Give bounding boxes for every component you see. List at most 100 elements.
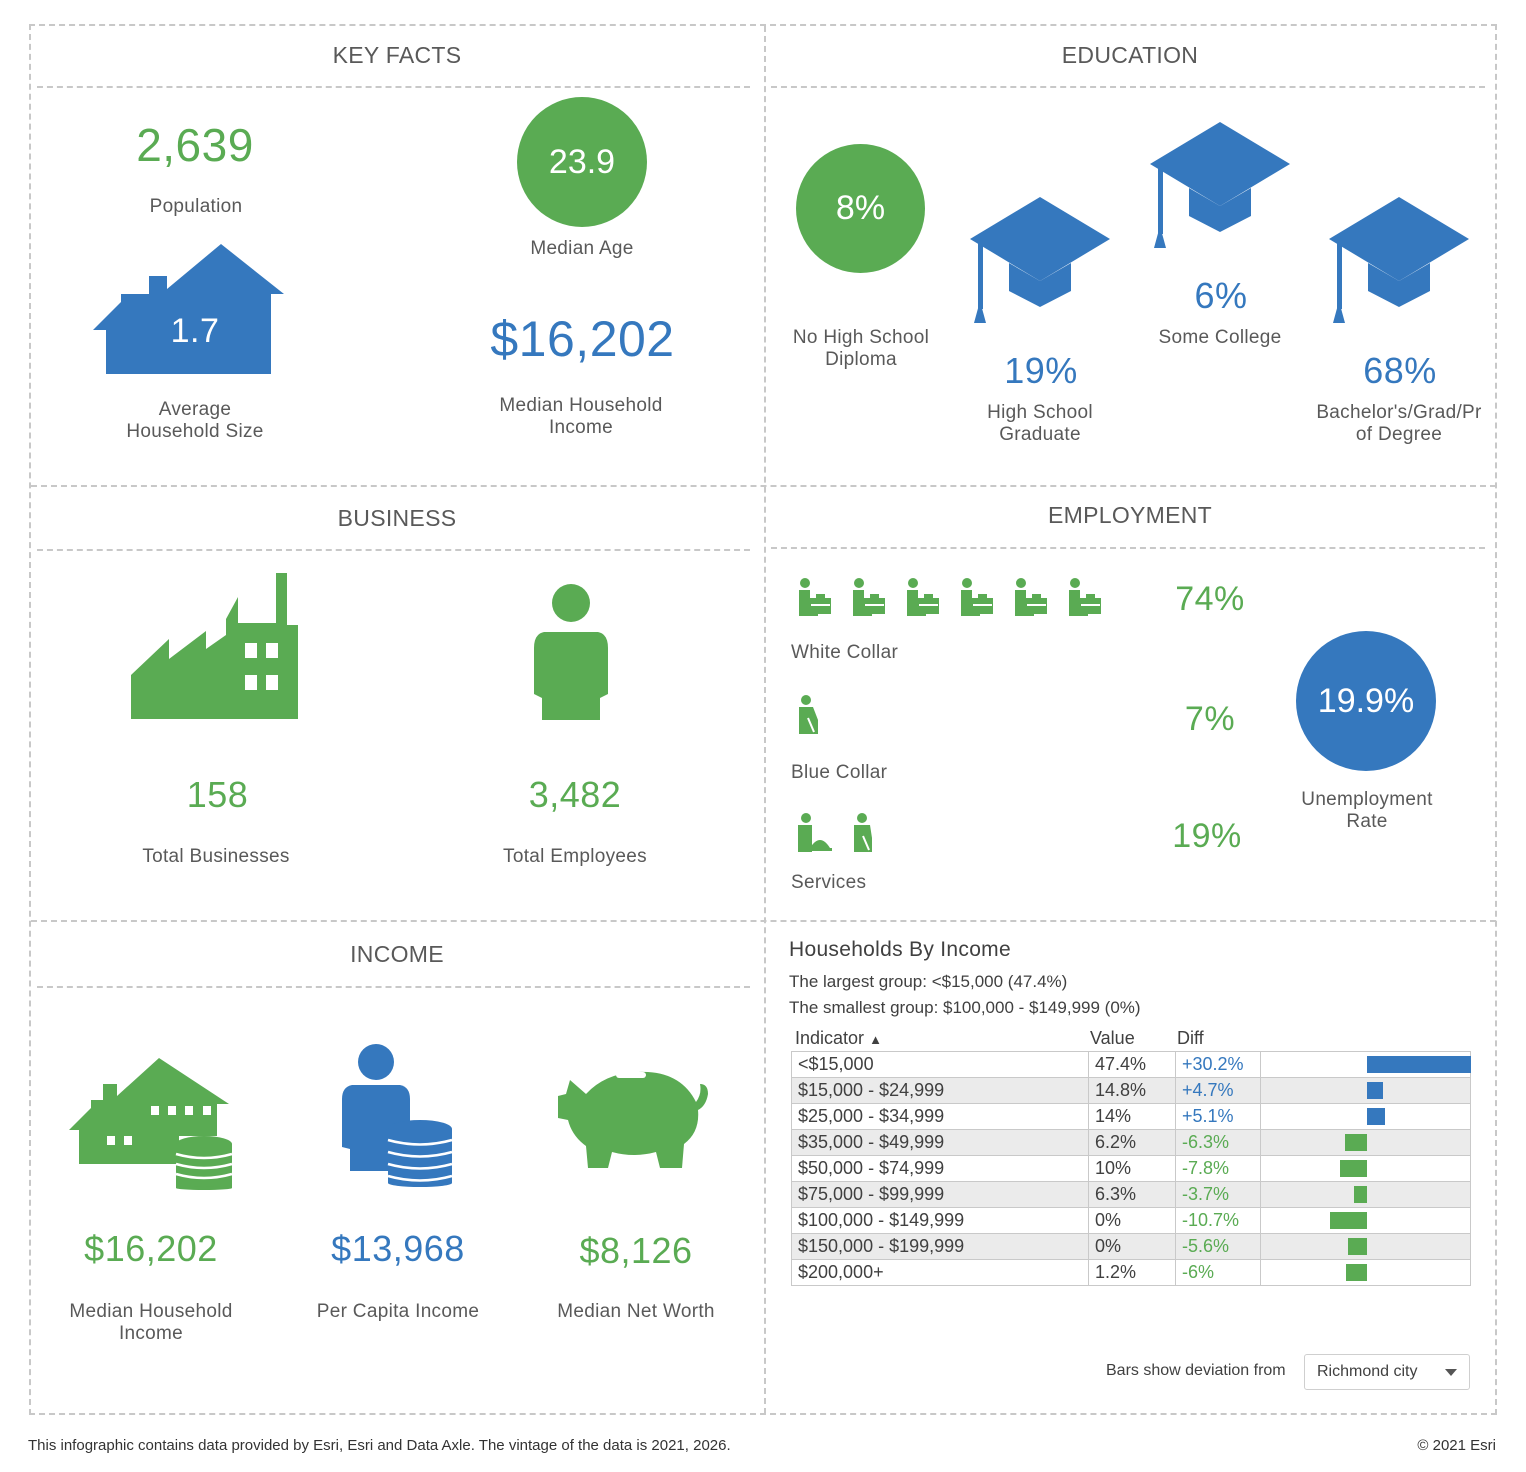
white-collar-worker-icon	[1069, 578, 1101, 616]
diff-cell: +5.1%	[1175, 1103, 1261, 1130]
population-label: Population	[149, 196, 243, 217]
table-row[interactable]: $25,000 - $34,999 14% +5.1%	[791, 1103, 1471, 1130]
value-cell: 0%	[1088, 1207, 1176, 1234]
diff-cell: +4.7%	[1175, 1077, 1261, 1104]
deviation-bar	[1347, 1238, 1367, 1255]
total-employees-label: Total Employees	[503, 846, 647, 867]
per-capita-value: $13,968	[331, 1228, 465, 1269]
value-cell: 14.8%	[1088, 1077, 1176, 1104]
total-businesses-label: Total Businesses	[142, 846, 290, 867]
table-row[interactable]: $15,000 - $24,999 14.8% +4.7%	[791, 1077, 1471, 1104]
median-income-label-line2: Income	[548, 417, 614, 438]
median-income-label: Median Household Income	[465, 395, 697, 439]
households-by-income-title: Households By Income	[789, 938, 1011, 961]
business-title-rule	[37, 549, 750, 551]
deviation-bar	[1367, 1056, 1472, 1073]
table-row[interactable]: $100,000 - $149,999 0% -10.7%	[791, 1207, 1471, 1234]
diff-cell: -7.8%	[1175, 1155, 1261, 1182]
diff-column-header[interactable]: Diff	[1177, 1028, 1204, 1048]
infographic-frame	[29, 24, 1497, 1415]
house-coins-icon	[69, 1058, 233, 1190]
indicator-cell: $150,000 - $199,999	[791, 1233, 1089, 1260]
deviation-bar-cell	[1260, 1155, 1471, 1182]
value-cell: 6.3%	[1088, 1181, 1176, 1208]
value-column-header[interactable]: Value	[1090, 1028, 1135, 1048]
avg-household-label-line1: Average	[158, 399, 232, 420]
diff-cell: +30.2%	[1175, 1051, 1261, 1078]
white-collar-label: White Collar	[791, 642, 899, 663]
sort-ascending-icon: ▲	[869, 1032, 882, 1047]
hs-grad-label-line2: Graduate	[999, 424, 1081, 445]
deviation-bar	[1346, 1264, 1367, 1281]
table-row[interactable]: $150,000 - $199,999 0% -5.6%	[791, 1233, 1471, 1260]
table-row[interactable]: $35,000 - $49,999 6.2% -6.3%	[791, 1129, 1471, 1156]
white-collar-worker-icon	[1015, 578, 1047, 616]
total-businesses-value: 158	[186, 774, 249, 815]
deviation-bar-cell	[1260, 1103, 1471, 1130]
services-label: Services	[791, 872, 867, 893]
employment-title: EMPLOYMENT	[1047, 502, 1213, 528]
education-title-rule	[771, 86, 1485, 88]
largest-group-text: The largest group: <$15,000 (47.4%)	[789, 972, 1068, 991]
deviation-bar	[1340, 1160, 1367, 1177]
bachelors-label-line2: of Degree	[1355, 424, 1443, 445]
deviation-bar-cell	[1260, 1207, 1471, 1234]
indicator-column-header[interactable]: Indicator ▲	[795, 1028, 882, 1049]
median-income-value: $16,202	[490, 311, 675, 367]
key-facts-title-rule	[37, 86, 750, 88]
deviation-bar-cell	[1260, 1181, 1471, 1208]
no-hs-label: No High School Diploma	[770, 327, 952, 371]
row-divider-2	[31, 920, 1496, 922]
employment-title-rule	[771, 547, 1485, 549]
value-cell: 10%	[1088, 1155, 1176, 1182]
white-collar-worker-icon	[853, 578, 885, 616]
deviation-area-dropdown[interactable]: Richmond city	[1304, 1354, 1470, 1390]
deviation-bar	[1367, 1082, 1384, 1099]
indicator-cell: $25,000 - $34,999	[791, 1103, 1089, 1130]
value-cell: 14%	[1088, 1103, 1176, 1130]
value-cell: 0%	[1088, 1233, 1176, 1260]
income-title: INCOME	[350, 941, 444, 967]
diff-cell: -5.6%	[1175, 1233, 1261, 1260]
income-median-hh-label-line2: Income	[118, 1323, 184, 1344]
table-row[interactable]: $75,000 - $99,999 6.3% -3.7%	[791, 1181, 1471, 1208]
no-hs-label-line2: Diploma	[825, 349, 897, 370]
blue-collar-label: Blue Collar	[791, 762, 888, 783]
factory-icon	[131, 573, 298, 719]
income-median-hh-label-line1: Median Household	[69, 1301, 233, 1322]
some-college-label: Some College	[1158, 327, 1282, 348]
table-row[interactable]: $50,000 - $74,999 10% -7.8%	[791, 1155, 1471, 1182]
indicator-cell: $50,000 - $74,999	[791, 1155, 1089, 1182]
income-median-hh-value: $16,202	[84, 1228, 218, 1269]
graduation-cap-icon-hs	[970, 197, 1110, 323]
service-worker-icon-2	[854, 813, 872, 852]
blue-collar-value: 7%	[1184, 700, 1236, 738]
unemployment-value: 19.9%	[1317, 681, 1415, 720]
net-worth-value: $8,126	[579, 1230, 693, 1271]
person-coins-icon	[342, 1044, 453, 1187]
chevron-down-icon	[1445, 1369, 1457, 1376]
table-row[interactable]: <$15,000 47.4% +30.2%	[791, 1051, 1472, 1078]
table-row[interactable]: $200,000+ 1.2% -6%	[791, 1259, 1471, 1286]
deviation-bar	[1354, 1186, 1367, 1203]
hs-grad-value: 19%	[1004, 350, 1078, 391]
income-median-hh-label: Median Household Income	[45, 1301, 257, 1345]
footer-copyright: © 2021 Esri	[1417, 1437, 1496, 1454]
per-capita-label: Per Capita Income	[316, 1301, 480, 1322]
house-icon	[93, 244, 284, 374]
deviation-bar-cell	[1260, 1259, 1471, 1286]
footer-source-text: This infographic contains data provided …	[28, 1437, 731, 1454]
unemployment-label-line2: Rate	[1346, 811, 1388, 832]
deviation-bar-cell	[1260, 1051, 1472, 1078]
unemployment-circle: 19.9%	[1296, 631, 1436, 771]
hs-grad-label-line1: High School	[987, 402, 1093, 423]
service-worker-icon	[798, 813, 832, 852]
median-age-value: 23.9	[548, 142, 616, 181]
row-divider-1	[31, 485, 1496, 487]
indicator-header-label: Indicator	[795, 1028, 865, 1048]
bachelors-label-line1: Bachelor's/Grad/Pr	[1316, 402, 1482, 423]
indicator-cell: <$15,000	[791, 1051, 1089, 1078]
blue-collar-worker-icon	[799, 695, 818, 734]
key-facts-title: KEY FACTS	[332, 42, 462, 68]
diff-cell: -6.3%	[1175, 1129, 1261, 1156]
